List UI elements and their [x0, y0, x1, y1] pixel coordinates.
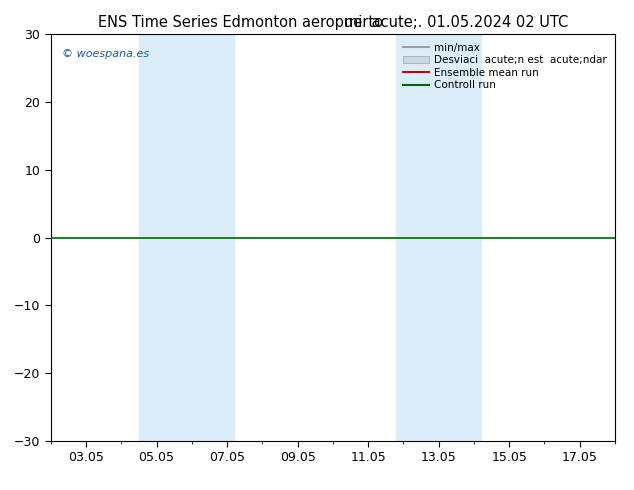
Text: ENS Time Series Edmonton aeropuerto: ENS Time Series Edmonton aeropuerto — [98, 15, 384, 30]
Text: © woespana.es: © woespana.es — [62, 49, 149, 58]
Bar — [396, 34, 446, 441]
Text: mi  acute;. 01.05.2024 02 UTC: mi acute;. 01.05.2024 02 UTC — [344, 15, 569, 30]
Bar — [446, 34, 481, 441]
Bar — [139, 34, 191, 441]
Bar — [192, 34, 234, 441]
Legend: min/max, Desviaci  acute;n est  acute;ndar, Ensemble mean run, Controll run: min/max, Desviaci acute;n est acute;ndar… — [399, 40, 610, 94]
